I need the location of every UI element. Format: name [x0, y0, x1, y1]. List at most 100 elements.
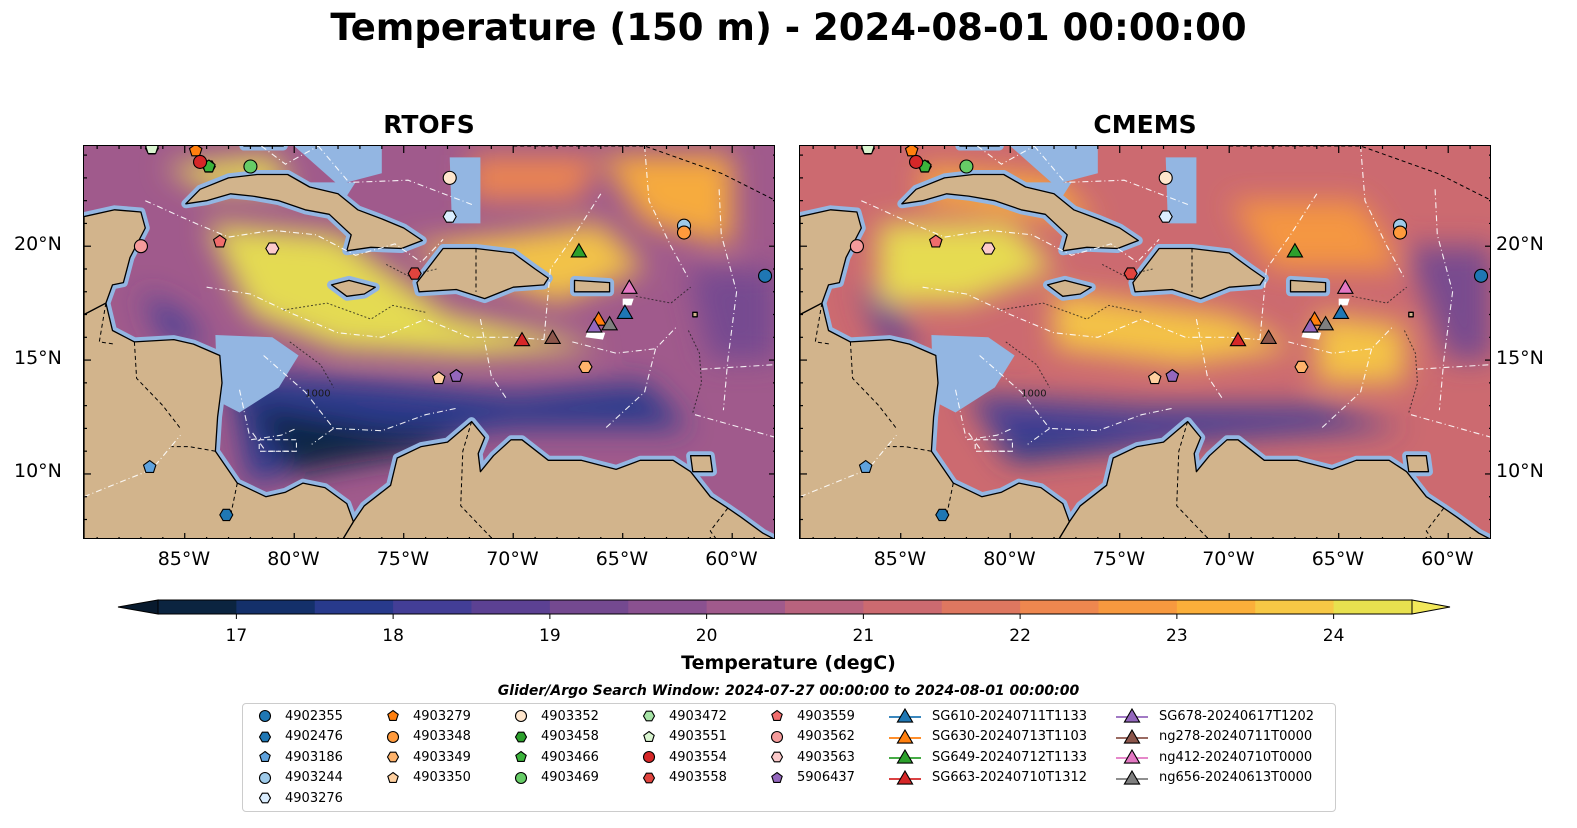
- marker-4903186[interactable]: [142, 459, 157, 473]
- marker-4903562[interactable]: [849, 239, 864, 254]
- marker-ng412-20240710T0000[interactable]: [620, 279, 638, 294]
- x-tick-label: 65°W: [595, 548, 649, 570]
- contour-label: 1000: [305, 389, 330, 400]
- legend-label: SG649-20240712T1133: [932, 749, 1088, 765]
- legend-label: SG663-20240710T1312: [932, 770, 1088, 786]
- marker-SG678-20240617T1202[interactable]: [1301, 317, 1319, 333]
- marker-4902476[interactable]: [219, 508, 234, 522]
- marker-SG678-20240617T1202[interactable]: [585, 317, 603, 333]
- marker-4903559[interactable]: [928, 234, 943, 248]
- marker-4903276[interactable]: [442, 210, 457, 223]
- colorbar-segment: [314, 600, 394, 614]
- marker-4903563[interactable]: [981, 242, 996, 255]
- marker-4902355[interactable]: [758, 268, 773, 283]
- map-canvas-rtofs: 1000: [84, 146, 774, 538]
- colorbar: [117, 599, 1451, 619]
- marker-4902476[interactable]: [935, 508, 950, 522]
- legend-marker-icon: [258, 709, 272, 723]
- x-tick-label: 65°W: [1311, 548, 1365, 570]
- legend-item: ng656-20240613T0000: [1115, 769, 1312, 787]
- marker-4903558[interactable]: [1123, 267, 1138, 280]
- colorbar-tick-label: 23: [1166, 626, 1188, 646]
- marker-4903559[interactable]: [212, 234, 227, 248]
- legend-label: 4903186: [285, 749, 343, 765]
- marker-ng412-20240710T0000[interactable]: [1336, 279, 1354, 294]
- legend-label: SG630-20240713T1103: [932, 729, 1088, 745]
- marker-SG649-20240712T1133[interactable]: [1286, 242, 1304, 258]
- legend: 4902355 4902476 4903186 4903244 4903276 49032…: [242, 703, 1336, 812]
- legend-label: 4903554: [669, 749, 727, 765]
- legend-marker-icon: [1116, 728, 1148, 744]
- marker-SG610-20240711T1133[interactable]: [616, 304, 634, 319]
- marker-SG663-20240710T1312[interactable]: [1229, 331, 1247, 347]
- colorbar-segment: [1176, 600, 1256, 614]
- marker-ng656-20240613T0000[interactable]: [601, 315, 619, 331]
- legend-item: 4903554: [639, 748, 727, 766]
- marker-SG649-20240712T1133[interactable]: [570, 242, 588, 258]
- marker-4903279[interactable]: [188, 146, 203, 157]
- marker-ng656-20240613T0000[interactable]: [1317, 315, 1335, 331]
- legend-item: 4903558: [639, 769, 727, 787]
- marker-4903562[interactable]: [133, 239, 148, 254]
- legend-item: 4903276: [255, 789, 343, 807]
- map-panel-cmems[interactable]: 1000: [799, 145, 1491, 539]
- colorbar-segment: [393, 600, 472, 614]
- marker-4903349[interactable]: [578, 360, 593, 374]
- legend-label: 4903563: [797, 749, 855, 765]
- legend-item: 4903350: [383, 769, 471, 787]
- marker-4903554[interactable]: [193, 154, 208, 169]
- map-panel-rtofs[interactable]: 1000: [83, 145, 775, 539]
- marker-4903469[interactable]: [959, 159, 974, 174]
- marker-4903186[interactable]: [858, 459, 873, 473]
- colorbar-segment: [1333, 600, 1413, 614]
- marker-4903352[interactable]: [442, 170, 457, 185]
- marker-4903551[interactable]: [145, 146, 159, 155]
- legend-item: SG649-20240712T1133: [888, 748, 1087, 766]
- marker-4903469[interactable]: [243, 159, 258, 174]
- marker-5906437[interactable]: [1165, 368, 1180, 382]
- legend-marker-icon: [386, 730, 400, 743]
- legend-marker-icon: [258, 771, 272, 784]
- marker-4903563[interactable]: [265, 242, 280, 255]
- legend-label: 4903472: [669, 708, 727, 724]
- marker-5906437[interactable]: [449, 368, 464, 382]
- legend-label: 4903276: [285, 790, 343, 806]
- marker-4903348[interactable]: [676, 225, 692, 240]
- colorbar-segment: [941, 600, 1021, 614]
- marker-4903554[interactable]: [909, 154, 924, 169]
- legend-label: 4903279: [413, 708, 471, 724]
- legend-label: ng278-20240711T0000: [1159, 729, 1313, 745]
- panel-title-cmems: CMEMS: [1093, 110, 1197, 139]
- marker-4902355[interactable]: [1474, 268, 1489, 283]
- marker-SG610-20240711T1133[interactable]: [1332, 304, 1350, 319]
- legend-label: SG610-20240711T1133: [932, 708, 1088, 724]
- legend-item: 4903551: [639, 728, 727, 746]
- y-tick-left-10n: 10°N: [14, 460, 62, 482]
- search-window-text: Glider/Argo Search Window: 2024-07-27 00…: [497, 683, 1080, 699]
- colorbar-segment: [628, 600, 708, 614]
- marker-4903350[interactable]: [431, 371, 446, 385]
- legend-label: ng412-20240710T0000: [1159, 749, 1313, 765]
- legend-marker-icon: [514, 731, 528, 742]
- marker-4903279[interactable]: [904, 146, 919, 157]
- legend-marker-icon: [771, 709, 783, 721]
- marker-4903350[interactable]: [1147, 371, 1162, 385]
- marker-ng278-20240711T0000[interactable]: [1260, 329, 1278, 344]
- marker-4903558[interactable]: [407, 267, 422, 280]
- marker-4903349[interactable]: [1294, 360, 1309, 374]
- legend-marker-icon: [889, 728, 921, 744]
- legend-item: 4903279: [383, 707, 471, 725]
- legend-label: 4903559: [797, 708, 855, 724]
- marker-4903551[interactable]: [861, 146, 875, 155]
- marker-4903276[interactable]: [1158, 210, 1173, 223]
- marker-SG663-20240710T1312[interactable]: [513, 331, 531, 347]
- marker-4903348[interactable]: [1392, 225, 1408, 240]
- marker-ng278-20240711T0000[interactable]: [544, 329, 562, 344]
- legend-label: 4903469: [541, 770, 599, 786]
- legend-label: 4903558: [669, 770, 727, 786]
- legend-item: 4903458: [511, 728, 599, 746]
- legend-item: 5906437: [767, 769, 855, 787]
- x-tick-label: 75°W: [1092, 548, 1146, 570]
- legend-item: SG663-20240710T1312: [888, 769, 1087, 787]
- marker-4903352[interactable]: [1158, 170, 1173, 185]
